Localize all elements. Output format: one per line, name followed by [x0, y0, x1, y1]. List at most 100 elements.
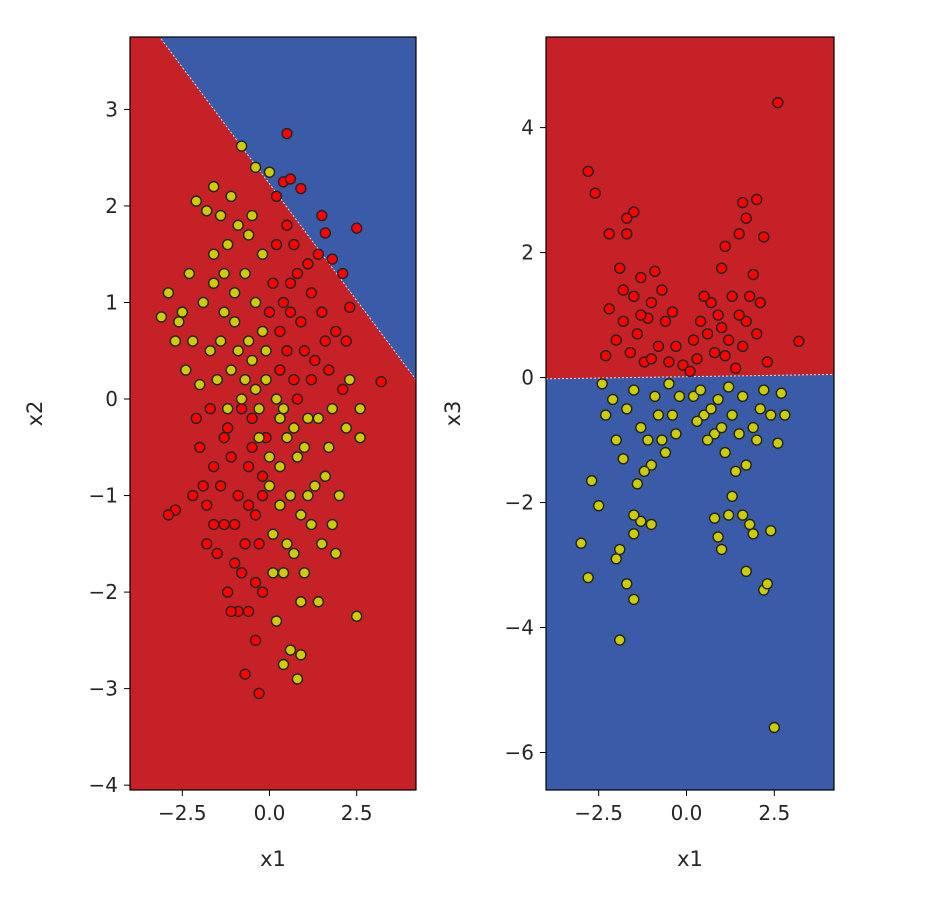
- point-yellow: [284, 489, 297, 502]
- point-yellow: [211, 374, 223, 386]
- point-red: [649, 265, 661, 278]
- point-yellow: [712, 531, 724, 543]
- point-yellow: [712, 393, 724, 406]
- point-red: [659, 315, 672, 328]
- point-red: [582, 165, 594, 178]
- point-red: [284, 306, 297, 318]
- point-red: [722, 334, 735, 346]
- point-red: [701, 328, 714, 340]
- point-yellow: [614, 634, 626, 646]
- point-red: [270, 238, 283, 251]
- point-yellow: [592, 499, 605, 512]
- point-yellow: [249, 383, 262, 396]
- point-red: [228, 557, 241, 569]
- point-red: [726, 290, 738, 303]
- point-yellow: [316, 538, 328, 550]
- x-tick-label: 2.5: [758, 801, 790, 825]
- point-yellow: [253, 431, 265, 444]
- point-yellow: [722, 509, 735, 521]
- point-yellow: [621, 578, 633, 590]
- point-red: [733, 309, 745, 321]
- point-yellow: [628, 528, 640, 540]
- point-yellow: [715, 421, 728, 434]
- point-yellow: [614, 543, 626, 556]
- point-yellow: [208, 180, 220, 193]
- point-yellow: [208, 248, 220, 260]
- y-tick-label: 0: [105, 387, 118, 411]
- point-red: [267, 277, 279, 289]
- point-yellow: [740, 459, 752, 471]
- point-red: [751, 193, 763, 206]
- y-tick-label: −2: [89, 580, 118, 604]
- point-yellow: [274, 412, 286, 425]
- point-yellow: [270, 615, 283, 627]
- point-yellow: [628, 384, 640, 396]
- point-yellow: [260, 345, 272, 357]
- point-red: [733, 228, 745, 240]
- point-red: [298, 345, 311, 357]
- point-red: [337, 267, 349, 280]
- point-yellow: [765, 524, 777, 537]
- point-red: [740, 212, 752, 224]
- point-yellow: [263, 166, 276, 178]
- point-yellow: [326, 518, 338, 531]
- point-red: [281, 127, 293, 140]
- point-yellow: [298, 567, 311, 579]
- point-yellow: [628, 509, 640, 521]
- point-red: [751, 328, 763, 340]
- point-yellow: [351, 610, 363, 622]
- x-tick-label: −2.5: [158, 801, 207, 825]
- y-tick-label: 3: [105, 97, 118, 121]
- point-yellow: [256, 325, 269, 338]
- point-yellow: [726, 490, 738, 502]
- point-red: [263, 306, 276, 318]
- y-tick-label: 2: [105, 194, 118, 218]
- point-yellow: [715, 543, 728, 556]
- point-yellow: [733, 428, 745, 440]
- point-red: [624, 346, 636, 359]
- point-yellow: [621, 403, 633, 415]
- point-yellow: [295, 649, 307, 661]
- point-red: [201, 538, 213, 550]
- point-red: [235, 402, 248, 415]
- point-yellow: [249, 296, 262, 309]
- point-yellow: [354, 431, 366, 444]
- point-yellow: [705, 403, 717, 415]
- y-tick-label: −1: [89, 484, 118, 508]
- point-red: [305, 287, 318, 299]
- point-yellow: [607, 393, 619, 406]
- point-yellow: [330, 547, 342, 560]
- point-yellow: [232, 219, 244, 231]
- point-red: [666, 306, 679, 318]
- point-yellow: [575, 537, 587, 549]
- point-red: [187, 489, 199, 502]
- point-red: [204, 402, 216, 415]
- point-yellow: [242, 335, 255, 347]
- point-yellow: [649, 390, 661, 403]
- point-red: [740, 315, 752, 328]
- point-yellow: [617, 453, 629, 465]
- y-tick-label: −2: [505, 491, 534, 515]
- axes-frame: [545, 36, 835, 791]
- point-yellow: [645, 459, 658, 471]
- point-red: [621, 212, 633, 224]
- point-yellow: [221, 238, 234, 251]
- point-red: [635, 309, 647, 321]
- point-red: [232, 489, 244, 502]
- point-yellow: [295, 509, 307, 521]
- point-red: [684, 365, 696, 378]
- point-red: [628, 206, 640, 218]
- point-yellow: [701, 434, 714, 446]
- point-yellow: [197, 296, 209, 309]
- point-red: [691, 353, 703, 365]
- point-red: [249, 576, 262, 589]
- point-red: [218, 431, 230, 444]
- point-red: [337, 383, 349, 396]
- point-red: [281, 345, 293, 357]
- point-red: [603, 228, 615, 240]
- point-red: [614, 262, 626, 274]
- point-yellow: [214, 335, 227, 347]
- point-red: [249, 509, 262, 521]
- point-yellow: [779, 409, 791, 421]
